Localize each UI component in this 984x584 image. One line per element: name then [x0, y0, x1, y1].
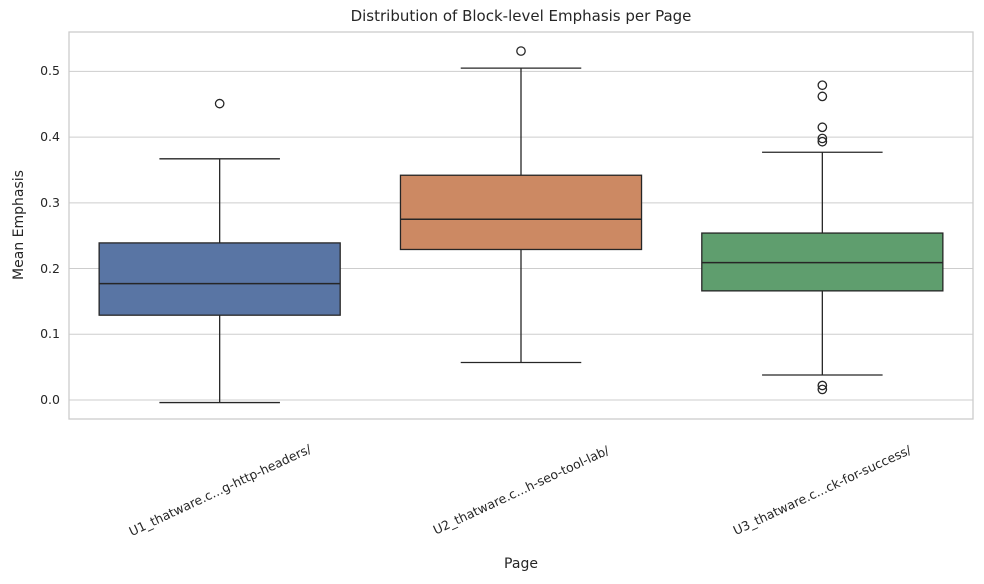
outlier-point [817, 384, 828, 395]
y-tick-label: 0.4 [40, 129, 60, 145]
iqr-box [399, 174, 643, 251]
outlier-point [817, 122, 828, 133]
y-tick-label: 0.3 [40, 194, 60, 210]
box-group-2 [399, 46, 643, 364]
iqr-box [98, 242, 341, 316]
y-tick-label: 0.2 [40, 260, 60, 276]
outlier-point [817, 91, 828, 102]
outlier-point [214, 98, 225, 109]
outlier-point [817, 133, 828, 144]
y-tick-label: 0.1 [40, 326, 60, 342]
y-tick-label: 0.0 [40, 391, 60, 407]
box-group-3 [701, 80, 944, 395]
outlier-point [817, 80, 828, 91]
chart-title: Distribution of Block-level Emphasis per… [350, 7, 692, 25]
outlier-point [817, 380, 828, 391]
outlier-point [817, 136, 828, 147]
x-axis-label: Page [504, 556, 538, 572]
plot-border [68, 31, 974, 420]
outlier-point [516, 46, 526, 56]
y-tick-label: 0.5 [40, 63, 60, 79]
box-group-1 [98, 98, 341, 404]
